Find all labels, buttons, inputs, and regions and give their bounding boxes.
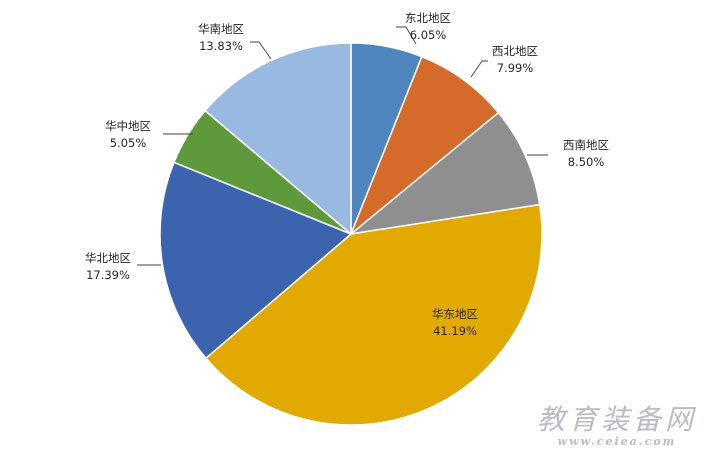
leader-line-7 xyxy=(250,41,272,60)
slice-value-label: 7.99% xyxy=(497,61,534,75)
slice-value-label: 6.05% xyxy=(410,28,447,42)
leader-line-2 xyxy=(470,60,488,78)
slice-category-label: 华中地区 xyxy=(105,119,151,133)
pie-slice-4 xyxy=(204,203,543,426)
slice-category-label: 华北地区 xyxy=(85,251,131,265)
slice-category-label: 东北地区 xyxy=(405,11,451,25)
slice-category-label: 西北地区 xyxy=(492,44,538,58)
slice-category-label: 华东地区 xyxy=(432,307,478,321)
slice-value-label: 13.83% xyxy=(199,39,243,53)
watermark-text: 教育装备网 xyxy=(536,403,697,436)
pie-slice-5 xyxy=(159,161,353,360)
slice-value-label: 8.50% xyxy=(568,155,605,169)
slice-value-label: 17.39% xyxy=(86,268,130,282)
watermark-url: www.ceiea.com xyxy=(557,435,677,448)
pie-slice-3 xyxy=(348,111,541,236)
leader-line-1 xyxy=(396,26,417,45)
slice-value-label: 5.05% xyxy=(110,136,147,150)
pie-slice-2 xyxy=(350,55,500,235)
slice-category-label: 华南地区 xyxy=(198,22,244,36)
slice-category-label: 西南地区 xyxy=(563,138,609,152)
pie-slice-7 xyxy=(204,42,352,236)
watermark: 教育装备网 www.ceiea.com xyxy=(536,403,697,449)
slice-value-label: 41.19% xyxy=(433,324,477,338)
